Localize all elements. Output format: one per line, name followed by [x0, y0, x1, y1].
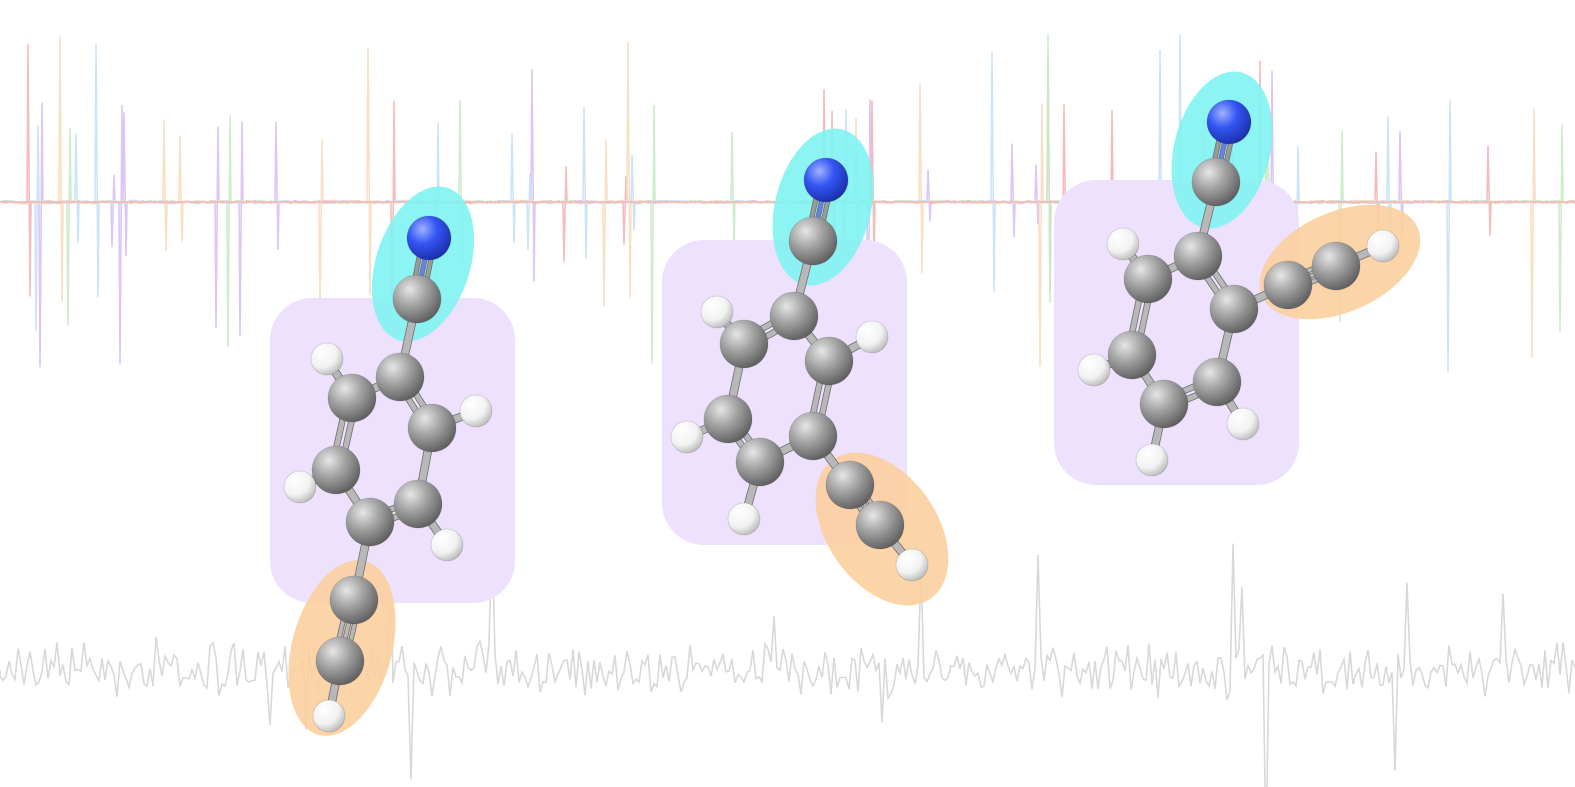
carbon-atom: [788, 216, 838, 266]
functional-group-highlights: [270, 71, 1421, 736]
hydrogen-atom: [459, 394, 493, 428]
hydrogen-atom: [310, 342, 344, 376]
carbon-atom: [719, 319, 769, 369]
nitrogen-atom: [406, 215, 452, 261]
atoms-layer: [283, 99, 1400, 733]
nitrogen-atom: [803, 157, 849, 203]
hydrogen-atom: [1106, 227, 1140, 261]
hydrogen-atom: [895, 548, 929, 582]
carbon-atom: [769, 291, 819, 341]
carbon-atom: [407, 403, 457, 453]
hydrogen-atom: [430, 528, 464, 562]
benzene-ring-highlight-para: [270, 298, 515, 603]
carbon-atom: [1209, 284, 1259, 334]
carbon-atom: [1192, 357, 1242, 407]
carbon-atom: [375, 352, 425, 402]
hydrogen-atom: [700, 295, 734, 329]
carbon-atom: [315, 636, 365, 686]
carbon-atom: [393, 479, 443, 529]
carbon-atom: [1123, 254, 1173, 304]
hydrogen-atom: [1226, 407, 1260, 441]
carbon-atom: [1139, 379, 1189, 429]
hydrogen-atom: [1366, 229, 1400, 263]
carbon-atom: [345, 497, 395, 547]
carbon-atom: [825, 460, 875, 510]
carbon-atom: [1173, 231, 1223, 281]
benzene-ring-highlight-ortho: [1054, 180, 1299, 485]
carbon-atom: [327, 373, 377, 423]
carbon-atom: [392, 274, 442, 324]
carbon-atom: [735, 437, 785, 487]
carbon-atom: [1263, 260, 1313, 310]
carbon-atom: [703, 394, 753, 444]
hydrogen-atom: [727, 502, 761, 536]
carbon-atom: [788, 411, 838, 461]
gray-noise-trace: [0, 506, 1575, 787]
carbon-atom: [1311, 241, 1361, 291]
carbon-atom: [804, 336, 854, 386]
hydrogen-atom: [670, 420, 704, 454]
carbon-atom: [1107, 330, 1157, 380]
carbon-atom: [329, 575, 379, 625]
hydrogen-atom: [1077, 353, 1111, 387]
hydrogen-atom: [283, 470, 317, 504]
nitrogen-atom: [1206, 99, 1252, 145]
hydrogen-atom: [1135, 443, 1169, 477]
carbon-atom: [311, 445, 361, 495]
carbon-atom: [1191, 157, 1241, 207]
hydrogen-atom: [312, 699, 346, 733]
hydrogen-atom: [855, 320, 889, 354]
carbon-atom: [855, 500, 905, 550]
